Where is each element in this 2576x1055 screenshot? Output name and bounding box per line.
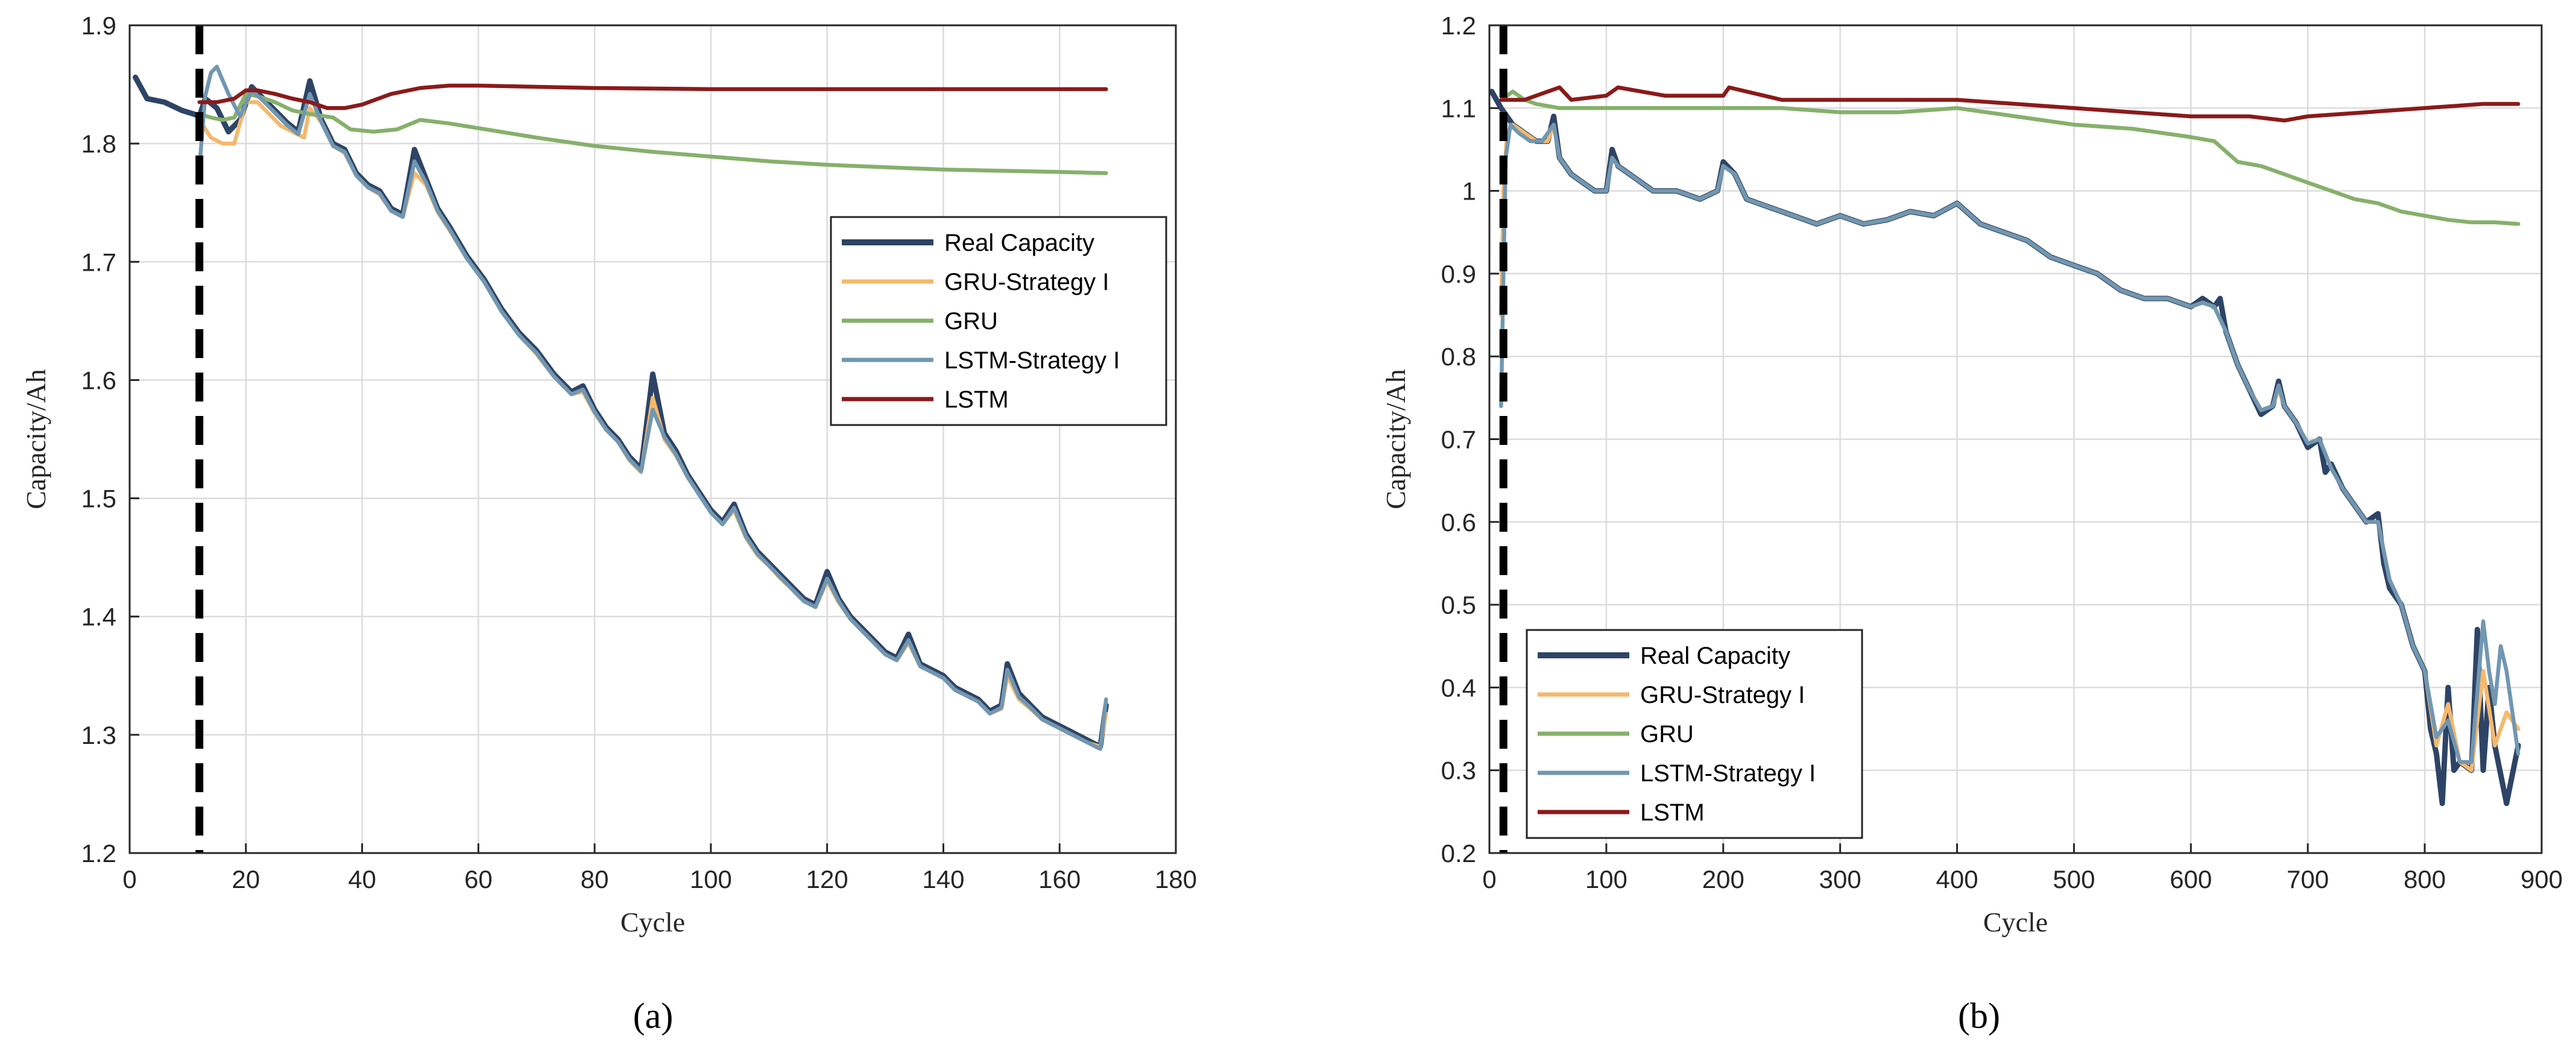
y-axis-label: Capacity/Ah xyxy=(21,369,51,509)
x-tick-label: 40 xyxy=(348,865,376,893)
y-axis-label: Capacity/Ah xyxy=(1380,369,1411,509)
y-tick-label: 1.8 xyxy=(81,130,116,158)
y-tick-label: 1.3 xyxy=(81,721,116,749)
legend: Real Capacity GRU-Strategy I GRU LSTM-Strat… xyxy=(830,216,1167,426)
x-tick-label: 160 xyxy=(1038,865,1081,893)
y-tick-label: 0.6 xyxy=(1441,508,1476,537)
y-tick-label: 0.7 xyxy=(1441,426,1476,454)
y-tick-label: 1.5 xyxy=(81,485,116,513)
legend-entry: LSTM-Strategy I xyxy=(1640,760,1816,787)
y-tick-label: 1.4 xyxy=(81,603,116,631)
x-tick-label: 140 xyxy=(922,865,964,893)
legend-entry: Real Capacity xyxy=(944,230,1094,256)
legend-entry: LSTM xyxy=(1640,799,1705,826)
x-tick-label: 80 xyxy=(581,865,609,893)
x-tick-label: 500 xyxy=(2053,865,2095,893)
x-tick-label: 100 xyxy=(690,865,732,893)
x-tick-label: 400 xyxy=(1936,865,1978,893)
y-tick-label: 0.3 xyxy=(1441,757,1476,785)
panel-a: 0 20 40 60 80 100 120 140 160 180 1.2 1.3 1.4 1.5 1.6 1… xyxy=(21,11,1197,1036)
y-tick-label: 0.5 xyxy=(1441,591,1476,619)
x-axis-label: Cycle xyxy=(620,907,685,937)
y-tick-label: 0.9 xyxy=(1441,260,1476,288)
series-line-lstm xyxy=(197,83,1108,110)
legend-entry: LSTM-Strategy I xyxy=(944,347,1120,374)
panel-caption: (a) xyxy=(633,996,674,1036)
legend: Real Capacity GRU-Strategy I GRU LSTM-Strat… xyxy=(1526,629,1863,839)
x-tick-label: 300 xyxy=(1819,865,1861,893)
y-tick-label: 1.2 xyxy=(1441,11,1476,40)
y-tick-label: 1.1 xyxy=(1441,94,1476,122)
ticks: 0 100 200 300 400 500 600 700 800 900 0.2 0.3 0.4 0.5… xyxy=(1441,11,2563,893)
x-tick-label: 800 xyxy=(2404,865,2446,893)
x-tick-label: 60 xyxy=(464,865,493,893)
series-line-lstm-strategy-i xyxy=(1499,122,2521,764)
legend-entry: GRU-Strategy I xyxy=(1640,682,1805,708)
axes-box xyxy=(128,24,1177,854)
ticks: 0 20 40 60 80 100 120 140 160 180 1.2 1.3 1.4 1.5 1.6 1… xyxy=(81,11,1197,893)
plot-area xyxy=(130,25,1176,853)
x-tick-label: 900 xyxy=(2521,865,2563,893)
x-tick-label: 200 xyxy=(1702,865,1744,893)
series-line-gru xyxy=(1499,89,2521,226)
x-tick-label: 100 xyxy=(1585,865,1627,893)
x-tick-label: 0 xyxy=(1482,865,1496,893)
y-tick-label: 1.6 xyxy=(81,366,116,394)
y-tick-label: 1.7 xyxy=(81,248,116,276)
legend-entry: LSTM xyxy=(944,386,1009,413)
y-tick-label: 1.2 xyxy=(81,839,116,868)
series-line-lstm-strategy-i xyxy=(197,65,1108,751)
x-tick-label: 600 xyxy=(2170,865,2212,893)
y-tick-label: 0.8 xyxy=(1441,342,1476,371)
legend-entry: GRU xyxy=(944,308,998,335)
panel-caption: (b) xyxy=(1958,996,2000,1036)
x-tick-label: 0 xyxy=(122,865,136,893)
y-tick-label: 1 xyxy=(1462,177,1476,206)
x-axis-label: Cycle xyxy=(1983,907,2048,937)
series-lines xyxy=(133,65,1109,751)
x-tick-label: 20 xyxy=(232,865,260,893)
series-lines xyxy=(1489,85,2521,807)
x-tick-label: 700 xyxy=(2287,865,2329,893)
legend-entry: GRU-Strategy I xyxy=(944,269,1109,295)
panel-b: 0 100 200 300 400 500 600 700 800 900 0.2 0.3 0.4 0.5… xyxy=(1380,11,2563,1036)
y-tick-label: 0.4 xyxy=(1441,673,1476,702)
legend-entry: Real Capacity xyxy=(1640,643,1790,669)
y-tick-label: 0.2 xyxy=(1441,839,1476,868)
series-line-lstm xyxy=(1499,85,2521,123)
y-tick-label: 1.9 xyxy=(81,11,116,40)
x-tick-label: 180 xyxy=(1155,865,1197,893)
legend-entry: GRU xyxy=(1640,721,1694,748)
x-tick-label: 120 xyxy=(806,865,848,893)
